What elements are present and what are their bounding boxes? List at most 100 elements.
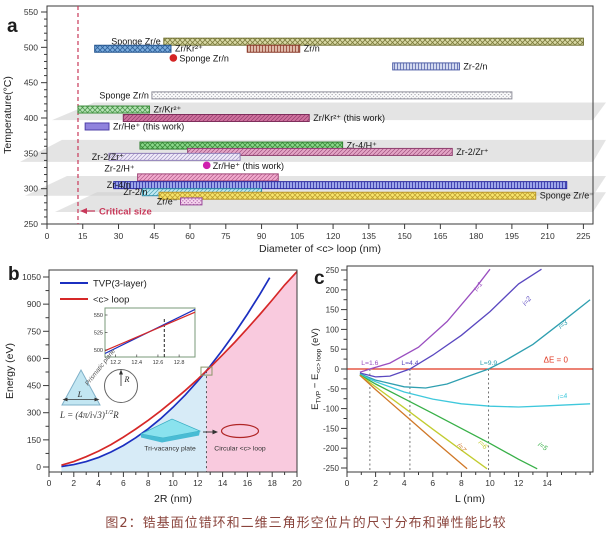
bar-label: Sponge Zr/e⁻ [540,191,595,201]
svg-text:525: 525 [94,331,103,337]
tvp-region [61,370,207,472]
svg-text:30: 30 [114,231,124,241]
bar-zr-e: Zr/e⁻ [157,196,203,206]
svg-text:-150: -150 [323,424,340,433]
curve-i-7 [359,374,468,470]
svg-text:165: 165 [433,231,447,241]
curve-label-i-5: i=5 [536,441,548,452]
svg-text:210: 210 [541,231,555,241]
curve-label-i-6: i=6 [477,439,489,451]
curve-label-i-4: i=4 [557,393,568,402]
svg-text:150: 150 [398,231,412,241]
loop-icon-label: Circular <c> loop [214,446,266,453]
curve-i-1 [359,268,491,373]
svg-text:2: 2 [71,478,76,488]
svg-text:60: 60 [185,231,195,241]
svg-text:0: 0 [335,365,340,374]
panel-c-xlabel: L (nm) [455,493,485,505]
curve-label-i-2: i=2 [522,296,534,308]
bar-sponge-zr-e: Sponge Zr/e⁻ [158,191,595,201]
inset: 12.2 12.4 12.6 12.8 500 525 550 [94,307,196,366]
svg-text:105: 105 [290,231,304,241]
crossover-box [200,366,213,376]
bar-zr-n: Zr/n [246,44,320,54]
point-sponge-zr-n: Sponge Zr/n [169,53,229,63]
panel-a-letter: a [7,16,18,37]
svg-text:550: 550 [24,7,38,17]
svg-text:450: 450 [24,78,38,88]
svg-text:18: 18 [267,478,277,488]
svg-text:0: 0 [345,478,350,488]
bar-zr-kr: Zr/Kr²⁺ [94,44,203,54]
svg-text:45: 45 [150,231,160,241]
curve-i-3 [359,299,591,389]
svg-text:400: 400 [24,113,38,123]
svg-text:8: 8 [459,478,464,488]
svg-text:<c> loop: <c> loop [93,295,129,306]
svg-text:6: 6 [430,478,435,488]
svg-text:TVP(3-layer): TVP(3-layer) [93,279,147,290]
svg-text:550: 550 [94,313,103,319]
curve-i-5 [359,374,538,470]
panel-b: TVP(3-layer) <c> loop 12.2 12.4 12.6 12.8 500 5… [0,258,306,515]
panel-b-chart: TVP(3-layer) <c> loop 12.2 12.4 12.6 12.8 500 5… [4,269,302,505]
bar-zr-2-n: Zr-2/n [392,61,487,71]
figure-caption: 图2：锆基面位错环和二维三角形空位片的尺寸分布和弹性能比较 [105,516,507,531]
tri-vacancy-plate-icon [139,418,202,443]
svg-text:0: 0 [47,478,52,488]
panel-a-chart: 250 300 350 400 450 500 550 0 15 30 45 60 75 90 105 120… [2,5,606,255]
svg-text:135: 135 [362,231,376,241]
svg-text:8: 8 [146,478,151,488]
svg-text:100: 100 [326,325,340,334]
bar-label: Zr/Kr²⁺ (this work) [313,113,385,123]
panel-a-ylabel: Temperature(°C) [2,76,14,154]
svg-text:0: 0 [36,462,41,472]
svg-text:120: 120 [326,231,340,241]
bar-label: Sponge Zr/e [111,37,161,47]
svg-text:10: 10 [168,478,178,488]
svg-text:1050: 1050 [22,272,41,282]
svg-text:225: 225 [576,231,590,241]
curve-label-i-3: i=3 [558,319,570,330]
panel-a-frame [46,5,594,225]
curve-i-4 [359,373,591,408]
point-zr-he-this-work: Zr/He⁺ (this work) [202,161,284,171]
svg-text:4: 4 [402,478,407,488]
svg-text:16: 16 [243,478,253,488]
bar-label: Zr-4/H⁺ [347,141,377,151]
svg-text:-50: -50 [327,385,339,394]
svg-text:R: R [124,375,130,384]
bar-label: Zr/e⁻ [157,196,178,206]
svg-text:500: 500 [94,348,103,354]
svg-text:12.2: 12.2 [110,360,121,366]
svg-text:-100: -100 [323,405,340,414]
bar-label: Zr-2/n [463,61,487,71]
bar-zr-kr: Zr/Kr²⁺ [77,105,182,115]
svg-text:250: 250 [24,219,38,229]
tvp-curve [61,277,271,468]
zero-line-label: ΔE = 0 [544,356,569,365]
bar-label: Zr-2/H⁺ [104,163,134,173]
panel-c-ylabel: ETVP − E<c> loop (eV) [310,328,323,410]
curve-label-i-1: i=1 [473,281,484,293]
bar-label: Zr/Kr²⁺ [175,44,203,54]
bar-sponge-zr-e: Sponge Zr/e [111,37,584,47]
svg-text:750: 750 [27,326,41,336]
bar-label: Sponge Zr/n [99,90,149,100]
marker-label: L=9.9 [480,360,497,367]
svg-text:15: 15 [78,231,88,241]
panel-a-xlabel: Diameter of <c> loop (nm) [259,243,381,255]
svg-text:200: 200 [326,286,340,295]
svg-text:195: 195 [505,231,519,241]
bar-label: Zr-2/Zr⁺ [456,147,488,157]
svg-text:75: 75 [221,231,231,241]
svg-text:L: L [77,389,83,399]
panel-c-letter: c [314,268,325,289]
curve-i-2 [359,268,542,378]
panel-b-xlabel: 2R (nm) [154,493,192,505]
svg-text:300: 300 [27,408,41,418]
svg-text:-250: -250 [323,464,340,473]
svg-text:50: 50 [330,345,339,354]
